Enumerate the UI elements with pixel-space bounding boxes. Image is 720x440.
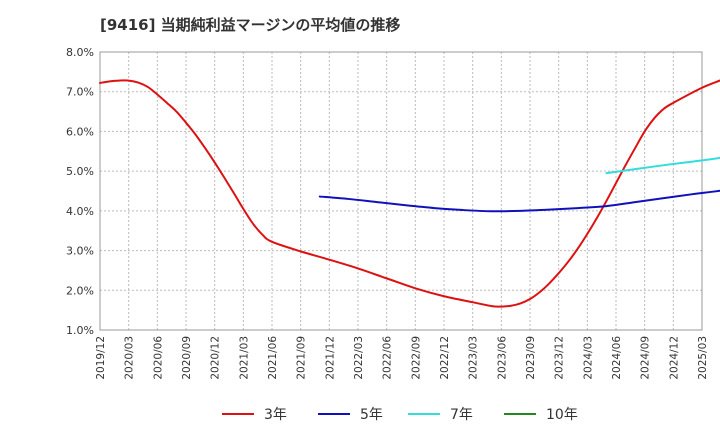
y-tick-label: 3.0% xyxy=(66,245,94,258)
y-tick-label: 4.0% xyxy=(66,205,94,218)
axes: 1.0% 2.0% 3.0% 4.0% 5.0% 6.0% 7.0% 8.0% 2019/12 2… xyxy=(66,46,709,380)
x-tick-label: 2019/12 xyxy=(95,336,107,380)
series-line-3 xyxy=(605,156,720,175)
x-tick-label: 2021/03 xyxy=(238,336,250,380)
y-tick-label: 1.0% xyxy=(66,324,94,337)
plot-border xyxy=(99,51,703,331)
x-tick-label: 2023/09 xyxy=(525,336,537,380)
x-tick-label: 2025/03 xyxy=(697,336,709,380)
x-tick-label: 2024/06 xyxy=(611,336,623,380)
x-tick-label: 2022/12 xyxy=(439,336,451,380)
legend: 3年 5年 7年 10年 xyxy=(222,407,578,423)
x-tick-label: 2023/12 xyxy=(554,336,566,380)
x-tick-label: 2024/03 xyxy=(582,336,594,380)
x-tick-label: 2022/09 xyxy=(410,336,422,380)
x-tick-label: 2022/06 xyxy=(382,336,394,380)
chart-title: [9416] 当期純利益マージンの平均値の推移 xyxy=(100,16,401,34)
legend-label: 5年 xyxy=(360,407,383,423)
x-tick-label: 2021/12 xyxy=(324,336,336,380)
y-tick-label: 7.0% xyxy=(66,86,94,99)
series-line-2 xyxy=(318,189,720,213)
x-tick-label: 2020/06 xyxy=(152,336,164,380)
x-tick-label: 2020/12 xyxy=(210,336,222,380)
y-tick-label: 8.0% xyxy=(66,46,94,59)
x-tick-label: 2020/03 xyxy=(124,336,136,380)
x-tick-label: 2021/09 xyxy=(296,336,308,380)
x-tick-label: 2022/03 xyxy=(353,336,365,380)
x-tick-label: 2021/06 xyxy=(267,336,279,380)
y-tick-label: 5.0% xyxy=(66,165,94,178)
x-tick-label: 2023/06 xyxy=(496,336,508,380)
x-tick-label: 2024/09 xyxy=(640,336,652,380)
y-tick-label: 6.0% xyxy=(66,125,94,138)
series-line-1 xyxy=(99,79,720,308)
y-tick-label: 2.0% xyxy=(66,284,94,297)
x-tick-label: 2024/12 xyxy=(668,336,680,380)
legend-label: 3年 xyxy=(264,407,287,423)
x-tick-label: 2020/09 xyxy=(181,336,193,380)
legend-label: 10年 xyxy=(546,407,578,423)
x-tick-label: 2023/03 xyxy=(468,336,480,380)
legend-label: 7年 xyxy=(450,407,473,423)
series-lines xyxy=(99,79,720,308)
